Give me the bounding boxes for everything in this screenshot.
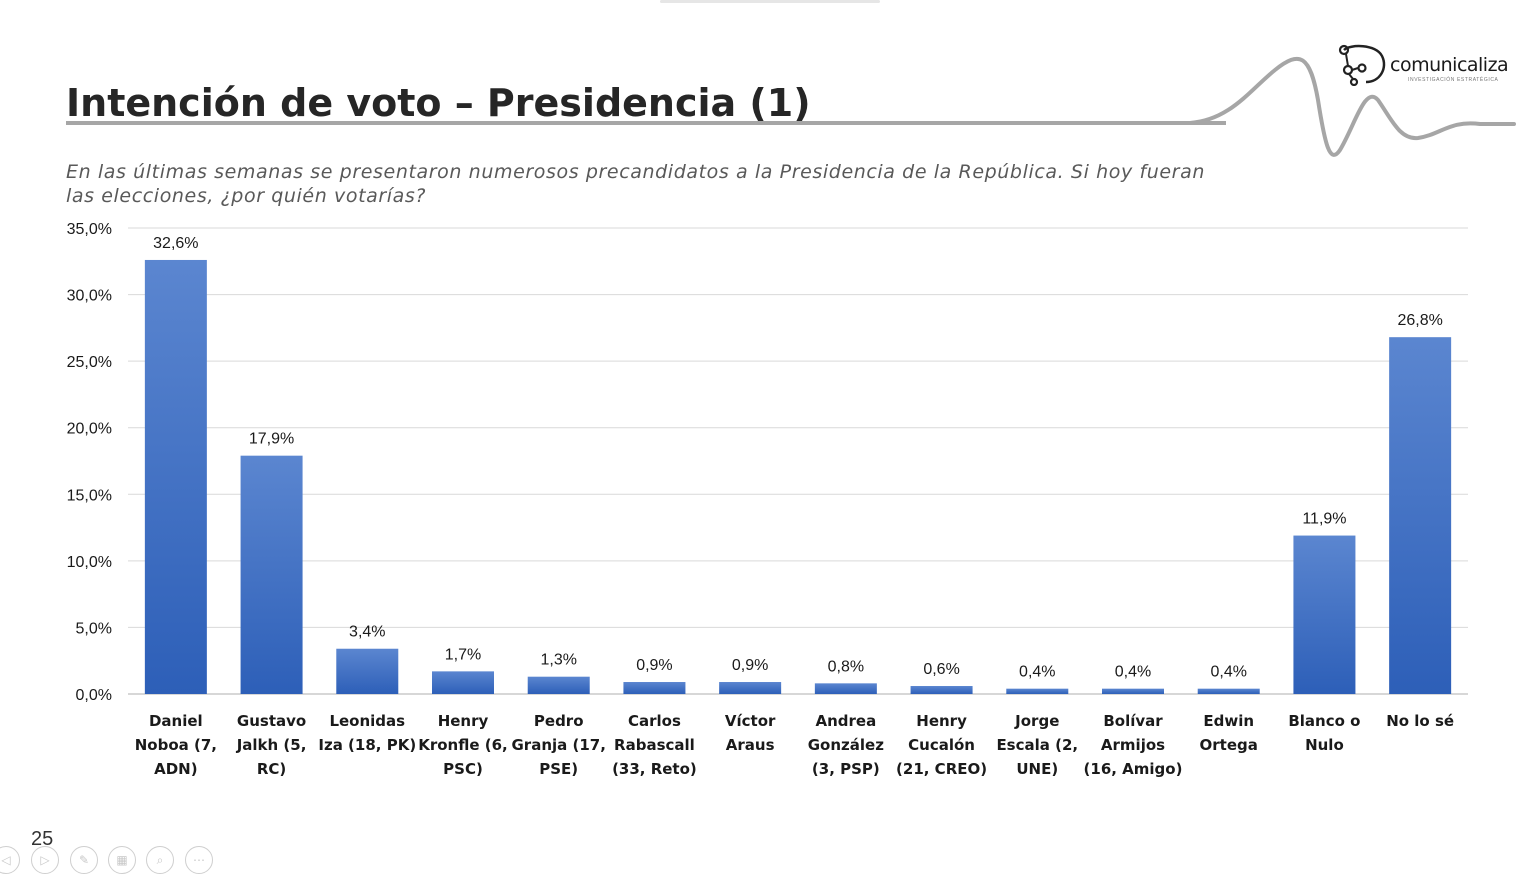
slide-subtitle: En las últimas semanas se presentaron nu… — [66, 161, 1205, 207]
category-label: Andrea González (3, PSP) — [808, 712, 884, 778]
category-label: Carlos Rabascall (33, Reto) — [612, 712, 697, 778]
bar — [527, 676, 590, 694]
title-underline — [66, 121, 1226, 125]
data-label: 0,4% — [1115, 664, 1151, 681]
data-label: 3,4% — [349, 624, 385, 641]
bar — [719, 682, 782, 694]
logo-wordmark: comunicaliza — [1390, 54, 1509, 76]
pen-icon[interactable]: ✎ — [70, 846, 98, 874]
data-label: 0,9% — [636, 657, 672, 674]
category-label: Henry Cucalón (21, CREO) — [896, 712, 987, 778]
data-label: 0,6% — [923, 661, 959, 678]
y-tick-label: 35,0% — [67, 221, 112, 238]
bar — [814, 683, 877, 694]
next-icon[interactable]: ▷ — [31, 846, 59, 874]
data-label: 32,6% — [153, 235, 198, 252]
zoom-icon[interactable]: ⌕ — [146, 846, 174, 874]
bar — [240, 455, 303, 694]
data-label: 1,3% — [540, 652, 576, 669]
page-number: 25 — [31, 828, 54, 850]
y-tick-label: 25,0% — [67, 354, 112, 371]
y-tick-label: 5,0% — [76, 620, 112, 637]
data-label: 26,8% — [1397, 312, 1442, 329]
category-label: Daniel Noboa (7, ADN) — [135, 712, 217, 778]
category-label: Víctor Araus — [725, 712, 776, 754]
logo-tagline: INVESTIGACIÓN ESTRATÉGICA — [1408, 77, 1499, 83]
bar — [1006, 688, 1069, 694]
data-label: 0,9% — [732, 657, 768, 674]
data-label: 1,7% — [445, 646, 481, 663]
slide-title: Intención de voto – Presidencia (1) — [66, 81, 811, 126]
y-tick-label: 0,0% — [76, 687, 112, 704]
data-label: 0,4% — [1210, 664, 1246, 681]
bar — [1293, 535, 1356, 694]
y-tick-label: 10,0% — [67, 554, 112, 571]
bar — [144, 259, 207, 694]
category-label: Gustavo Jalkh (5, RC) — [236, 712, 307, 778]
data-label: 0,4% — [1019, 664, 1055, 681]
category-label: Blanco o Nulo — [1288, 712, 1360, 754]
y-tick-label: 15,0% — [67, 487, 112, 504]
data-label: 11,9% — [1302, 511, 1346, 528]
bar — [623, 682, 686, 694]
category-label: Henry Kronfle (6, PSC) — [418, 712, 508, 778]
category-label: Leonidas Iza (18, PK) — [318, 712, 416, 754]
data-label: 17,9% — [249, 431, 294, 448]
bar — [1102, 688, 1164, 694]
category-label: Bolívar Armijos (16, Amigo) — [1084, 712, 1183, 778]
window-tab-indicator — [660, 0, 880, 3]
bar — [1389, 337, 1452, 694]
bar — [910, 686, 973, 694]
bar — [432, 671, 494, 694]
category-label: Edwin Ortega — [1200, 712, 1258, 754]
slides-icon[interactable]: ▦ — [108, 846, 136, 874]
presentation-controls: ◁ ▷ ✎ ▦ ⌕ ⋯ — [0, 846, 230, 876]
wave-decoration — [1188, 56, 1516, 157]
category-label: No lo sé — [1386, 712, 1454, 730]
bar — [336, 648, 399, 694]
bar — [1197, 688, 1260, 694]
logo-network-icon — [1338, 44, 1386, 86]
data-label: 0,8% — [828, 658, 864, 675]
y-tick-label: 30,0% — [67, 288, 112, 305]
category-label: Jorge Escala (2, UNE) — [996, 712, 1078, 778]
company-logo: comunicaliza INVESTIGACIÓN ESTRATÉGICA — [1336, 42, 1526, 88]
previous-icon[interactable]: ◁ — [0, 846, 20, 874]
category-label: Pedro Granja (17, PSE) — [511, 712, 605, 778]
y-tick-label: 20,0% — [67, 421, 112, 438]
more-icon[interactable]: ⋯ — [185, 846, 213, 874]
